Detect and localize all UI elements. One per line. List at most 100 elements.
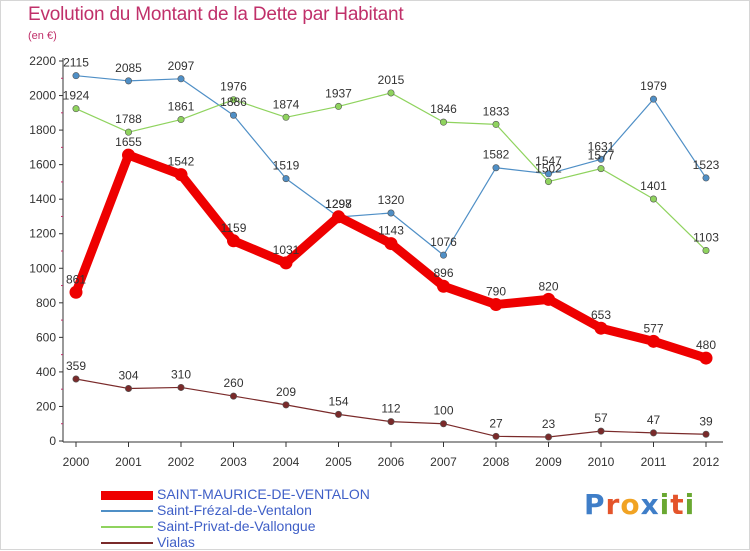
data-point <box>544 178 552 186</box>
x-tick-label: 2008 <box>483 455 510 469</box>
data-point <box>439 251 447 259</box>
logo-letter: i <box>684 488 696 521</box>
data-label: 1297 <box>325 197 352 211</box>
data-label: 1542 <box>168 155 195 169</box>
x-tick-label: 2000 <box>63 455 90 469</box>
data-label: 1103 <box>693 230 719 244</box>
data-label: 2085 <box>115 61 142 75</box>
data-point <box>437 279 450 293</box>
data-label: 1788 <box>115 112 142 126</box>
data-label: 480 <box>696 338 716 352</box>
data-point <box>649 195 657 203</box>
x-tick-label: 2001 <box>115 455 142 469</box>
data-label: 2097 <box>168 59 195 73</box>
data-point <box>649 95 657 103</box>
data-point <box>72 72 80 80</box>
data-point <box>177 383 185 391</box>
data-label: 1076 <box>430 235 457 249</box>
data-label: 1401 <box>640 179 667 193</box>
data-point <box>125 128 133 136</box>
data-point <box>332 210 345 224</box>
data-label: 112 <box>381 402 400 416</box>
data-label: 1937 <box>325 86 352 100</box>
data-label: 1320 <box>378 193 405 207</box>
data-label: 1976 <box>220 80 247 94</box>
data-label: 577 <box>643 321 663 335</box>
logo-letter: i <box>659 488 671 521</box>
data-point <box>597 155 605 163</box>
data-label: 47 <box>647 413 661 427</box>
logo-letter: o <box>620 488 641 521</box>
data-label: 304 <box>118 368 138 382</box>
data-label: 2115 <box>63 56 89 70</box>
data-point <box>492 120 500 128</box>
x-tick-label: 2002 <box>168 455 195 469</box>
data-point <box>439 420 447 428</box>
data-point <box>69 285 83 299</box>
legend-swatch <box>101 526 153 528</box>
x-tick-label: 2004 <box>273 455 300 469</box>
y-tick-label: 200 <box>36 399 56 413</box>
data-point <box>230 392 238 400</box>
x-tick-label: 2006 <box>378 455 405 469</box>
y-tick-label: 1400 <box>29 192 56 206</box>
data-point <box>282 401 290 409</box>
data-point <box>597 427 605 435</box>
legend-label: Vialas <box>157 534 195 550</box>
data-label: 310 <box>171 367 191 381</box>
x-tick-label: 2007 <box>430 455 457 469</box>
series-line <box>71 150 711 363</box>
data-label: 100 <box>433 404 453 418</box>
data-point <box>282 175 290 183</box>
data-label: 1502 <box>535 162 562 176</box>
data-point <box>230 96 238 104</box>
legend-swatch <box>101 542 153 544</box>
data-label: 27 <box>489 416 503 430</box>
data-label: 861 <box>66 272 86 286</box>
data-point <box>544 433 552 441</box>
data-point <box>647 334 660 348</box>
data-point <box>279 256 293 270</box>
y-tick-label: 600 <box>36 330 56 344</box>
legend-label: Saint-Privat-de-Vallongue <box>157 518 316 534</box>
data-label: 1924 <box>63 89 90 103</box>
data-label: 653 <box>591 308 611 322</box>
y-tick-label: 0 <box>49 434 56 448</box>
x-tick-label: 2011 <box>641 455 667 469</box>
data-label: 1861 <box>168 100 195 114</box>
data-label: 1523 <box>693 158 720 172</box>
data-point <box>125 384 133 392</box>
y-tick-label: 2000 <box>29 89 56 103</box>
data-label: 39 <box>699 414 713 428</box>
data-point <box>542 292 555 306</box>
data-label: 154 <box>328 394 348 408</box>
chart-title: Evolution du Montant de la Dette par Hab… <box>28 4 404 25</box>
data-point <box>702 246 710 254</box>
data-label: 1159 <box>221 221 247 235</box>
data-point <box>597 165 605 173</box>
data-label: 1577 <box>588 149 615 163</box>
data-label: 896 <box>433 266 453 280</box>
data-label: 1298 <box>325 197 352 211</box>
data-point <box>334 102 342 110</box>
data-label: 790 <box>486 285 506 299</box>
chart-subtitle: (en €) <box>28 30 57 42</box>
x-tick-label: 2010 <box>588 455 615 469</box>
data-point <box>492 164 500 172</box>
data-label: 23 <box>542 417 556 431</box>
data-point <box>282 113 290 121</box>
data-point <box>387 209 395 217</box>
data-label: 1031 <box>273 243 300 257</box>
data-label: 1655 <box>115 135 142 149</box>
data-point <box>384 237 398 251</box>
y-tick-label: 1800 <box>29 123 56 137</box>
data-label: 359 <box>66 359 86 373</box>
logo-letter: x <box>640 488 660 521</box>
data-point <box>387 418 395 426</box>
y-tick-label: 1600 <box>29 158 56 172</box>
data-label: 57 <box>594 411 608 425</box>
data-label: 1886 <box>220 95 247 109</box>
logo-letter: t <box>670 488 685 521</box>
data-label: 1143 <box>378 224 404 238</box>
